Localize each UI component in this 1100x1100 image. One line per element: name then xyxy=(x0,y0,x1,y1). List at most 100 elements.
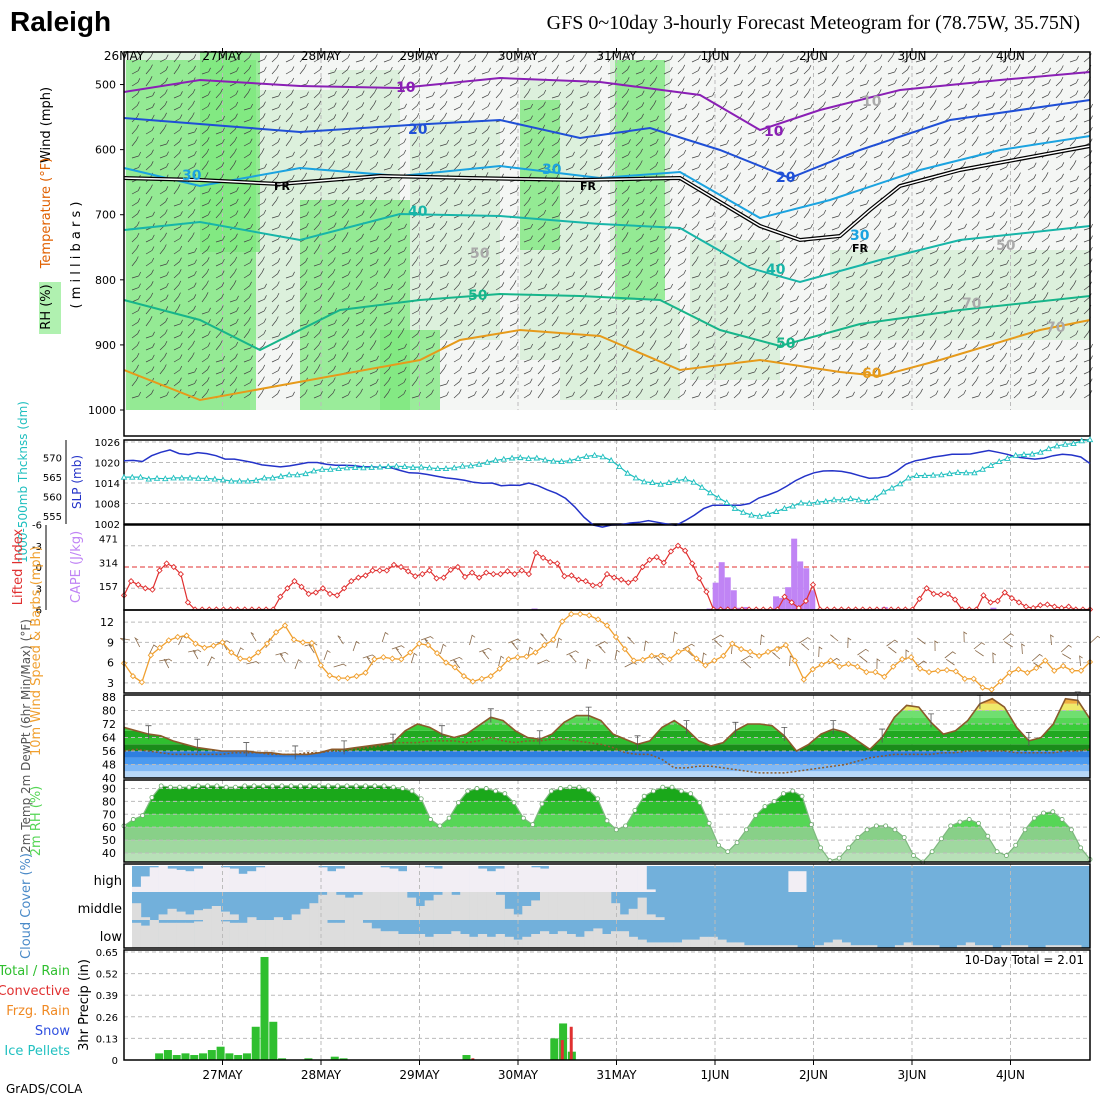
precip-tick-label: 0 xyxy=(112,1056,118,1067)
rh-marker xyxy=(994,849,1000,855)
wind-barb xyxy=(565,271,575,279)
wind-barb xyxy=(425,343,435,351)
wind-barb xyxy=(705,269,714,279)
thickness-marker xyxy=(921,472,929,479)
li-marker xyxy=(589,582,596,589)
wind-contour-line xyxy=(123,292,1091,352)
wind-barb xyxy=(159,66,169,75)
wind-barb xyxy=(761,280,769,291)
wind-barb xyxy=(677,64,686,75)
wind-barb xyxy=(789,78,799,87)
surface-wind-barb xyxy=(598,645,606,654)
wind-barb xyxy=(901,173,911,183)
wind-barb xyxy=(901,162,911,171)
wind-speed-marker xyxy=(791,657,798,664)
wind-barb xyxy=(397,378,407,387)
cloud-cover-bar xyxy=(903,942,913,948)
rh-marker xyxy=(474,786,480,791)
wind-barb xyxy=(383,101,392,111)
wind-barb xyxy=(845,112,854,123)
thickness-marker xyxy=(459,462,466,469)
wind-barb xyxy=(173,125,183,135)
cloud-cover-bar xyxy=(327,922,337,948)
wind-barb xyxy=(817,353,826,363)
cloud-cover-bar xyxy=(415,906,426,920)
wind-tick-label: 9 xyxy=(107,636,114,649)
surface-wind-barb xyxy=(740,655,753,662)
cloud-cover-bar xyxy=(327,892,337,920)
temp-band xyxy=(124,710,1090,718)
wind-barb xyxy=(1013,234,1023,243)
wind-barb xyxy=(495,185,504,195)
wind-barb xyxy=(817,244,826,255)
surface-wind-barb xyxy=(537,659,550,665)
wind-barb xyxy=(565,112,574,123)
surface-wind-barb xyxy=(876,658,881,670)
wind-barb xyxy=(579,342,589,351)
cloud-cover-bar xyxy=(185,914,195,920)
rh-marker xyxy=(901,835,907,840)
wind-barb xyxy=(1041,268,1050,279)
surface-wind-barb xyxy=(818,646,823,658)
temp-minmax-bar xyxy=(928,713,935,728)
rh-high-region xyxy=(200,52,260,252)
thickness-marker xyxy=(294,471,301,478)
wind-barb xyxy=(453,64,461,75)
wind-barb xyxy=(481,342,491,351)
wind-barb xyxy=(845,136,853,147)
cloud-cover-bar xyxy=(300,866,310,892)
wind-barb xyxy=(467,247,478,255)
wind-barb xyxy=(1013,137,1022,147)
wind-barb xyxy=(831,223,841,231)
wind-barb xyxy=(439,66,449,75)
wind-barb xyxy=(775,328,783,339)
wind-barb xyxy=(439,100,448,111)
wind-barb xyxy=(761,388,770,399)
wind-speed-marker xyxy=(818,661,825,668)
li-marker xyxy=(362,572,369,579)
cloud-cover-bar xyxy=(477,868,488,892)
cloud-cover-bar xyxy=(575,866,585,892)
wind-barb xyxy=(299,52,307,63)
wind-barb xyxy=(355,210,365,219)
wind-barb xyxy=(397,328,405,339)
wind-barb xyxy=(719,259,730,267)
wind-speed-marker xyxy=(702,662,709,669)
wind-barb xyxy=(565,283,575,291)
wind-barb xyxy=(1055,316,1064,327)
li-marker xyxy=(618,576,625,583)
wind-speed-marker xyxy=(1068,667,1076,674)
wind-barb xyxy=(439,54,449,63)
wind-barb xyxy=(523,150,533,159)
wind-barb xyxy=(705,343,715,351)
surface-wind-barb xyxy=(279,653,286,663)
cloud-cover-bar xyxy=(486,936,496,948)
wind-barb xyxy=(257,186,267,195)
wind-barb xyxy=(845,232,854,243)
wind-barb xyxy=(509,125,518,135)
cloud-cover-bar xyxy=(185,871,195,892)
wind-speed-marker xyxy=(335,675,342,682)
wind-barb xyxy=(831,378,841,387)
wind-barb xyxy=(481,377,490,387)
wind-barb xyxy=(551,304,559,315)
wind-barb xyxy=(943,66,953,75)
wind-barb xyxy=(481,199,491,207)
wind-barb xyxy=(397,235,407,243)
cloud-cover-bar xyxy=(451,931,461,948)
wind-barb xyxy=(1013,114,1023,123)
wind-barb xyxy=(747,232,755,243)
wind-barb xyxy=(411,198,421,207)
wind-barb xyxy=(803,150,813,159)
wind-barb xyxy=(453,389,462,399)
wind-barb xyxy=(565,209,574,219)
wind-barb xyxy=(383,233,392,243)
wind-barb xyxy=(649,138,659,147)
rh-marker xyxy=(288,783,294,789)
cloud-cover-bar xyxy=(433,934,443,948)
wind-barb xyxy=(593,317,602,327)
wind-barb xyxy=(495,378,505,387)
wind-barb xyxy=(495,88,503,99)
wind-barb xyxy=(761,377,770,387)
wind-barb xyxy=(1041,353,1051,363)
